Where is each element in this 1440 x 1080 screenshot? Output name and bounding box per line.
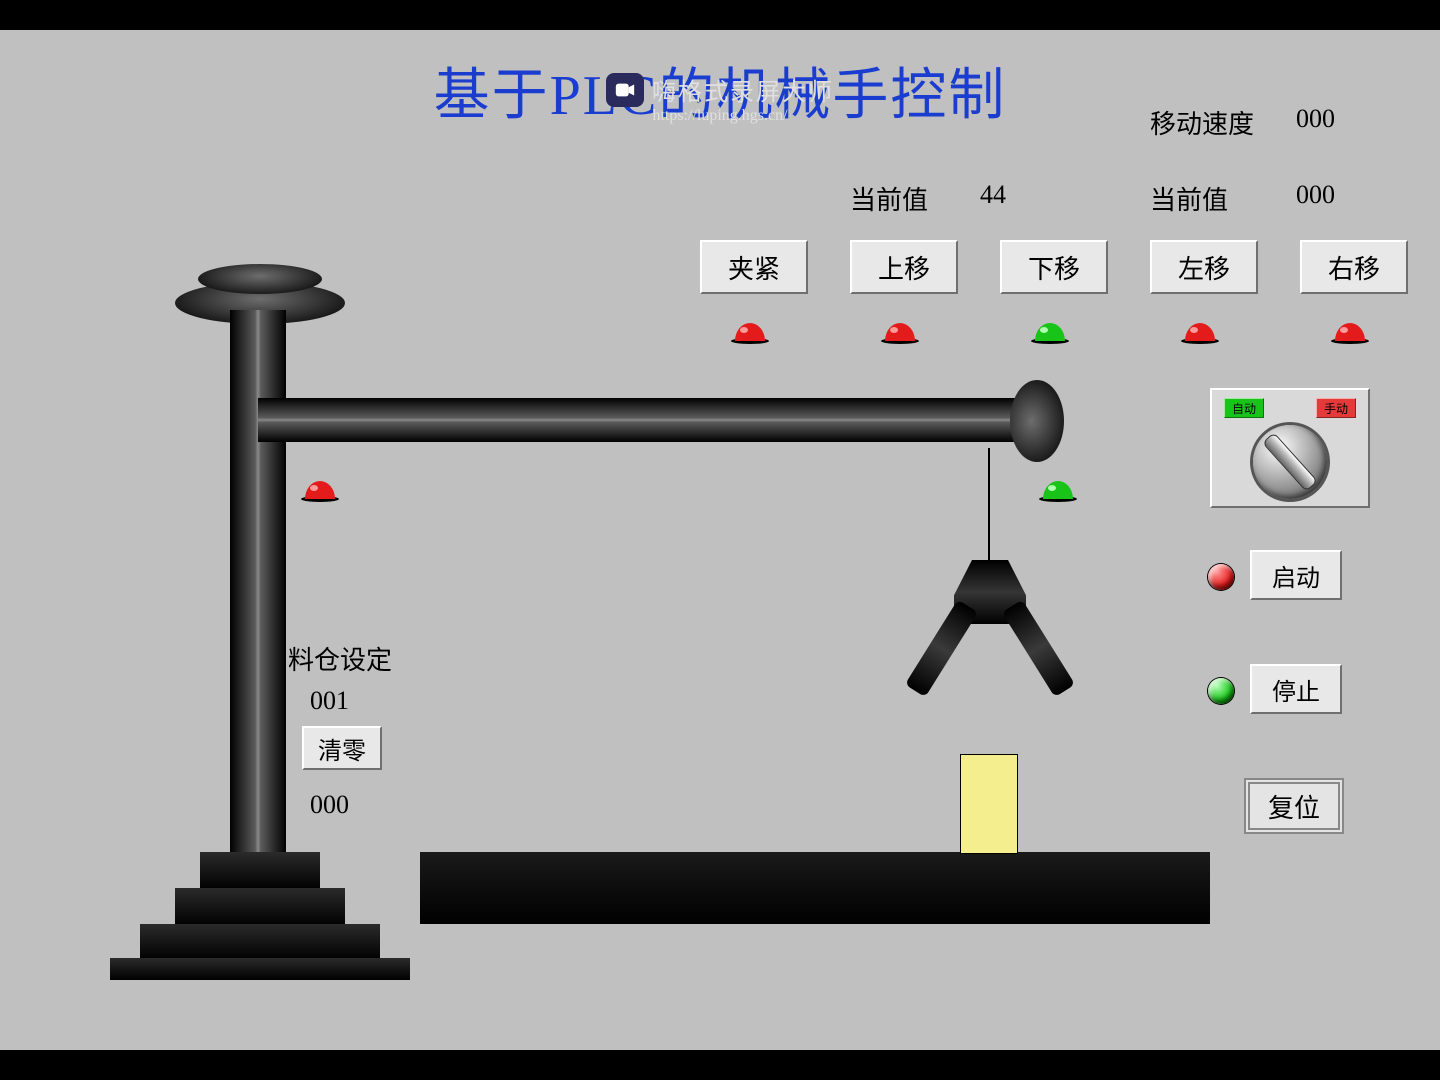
start-lamp xyxy=(1208,564,1234,590)
down-lamp xyxy=(1030,318,1070,344)
limit-right-lamp xyxy=(1038,476,1078,502)
base-step-1 xyxy=(140,924,380,960)
current2-label: 当前值 xyxy=(1150,180,1228,217)
clamp-button[interactable]: 夹紧 xyxy=(700,240,808,294)
left-button[interactable]: 左移 xyxy=(1150,240,1258,294)
silo-counter: 000 xyxy=(310,790,349,820)
clamp-lamp xyxy=(730,318,770,344)
start-button[interactable]: 启动 xyxy=(1250,550,1342,600)
mode-knob[interactable] xyxy=(1253,425,1327,499)
boom-end-cap xyxy=(1010,380,1064,462)
gripper-cable xyxy=(988,448,990,566)
base-step-2 xyxy=(175,888,345,926)
right-button[interactable]: 右移 xyxy=(1300,240,1408,294)
current2-value: 000 xyxy=(1296,180,1335,210)
up-lamp xyxy=(880,318,920,344)
base-step-3 xyxy=(200,852,320,890)
stop-lamp xyxy=(1208,678,1234,704)
reset-button[interactable]: 复位 xyxy=(1244,778,1344,834)
silo-label: 料仓设定 xyxy=(288,640,392,677)
speed-label: 移动速度 xyxy=(1150,104,1254,141)
column-cap-upper xyxy=(198,264,322,294)
base-floor xyxy=(110,958,410,980)
right-lamp xyxy=(1330,318,1370,344)
limit-left-lamp xyxy=(300,476,340,502)
gripper-finger-left xyxy=(905,600,978,698)
clear-button[interactable]: 清零 xyxy=(302,726,382,770)
workpiece-block xyxy=(960,754,1018,854)
silo-set-value: 001 xyxy=(310,686,349,716)
left-lamp xyxy=(1180,318,1220,344)
current1-value: 44 xyxy=(980,180,1006,210)
down-button[interactable]: 下移 xyxy=(1000,240,1108,294)
speed-value: 000 xyxy=(1296,104,1335,134)
up-button[interactable]: 上移 xyxy=(850,240,958,294)
manual-tag: 手动 xyxy=(1316,398,1356,418)
stop-button[interactable]: 停止 xyxy=(1250,664,1342,714)
arm-boom xyxy=(258,398,1038,442)
arm-pillar xyxy=(230,310,286,870)
mode-selector-panel: 自动 手动 xyxy=(1210,388,1370,508)
hmi-canvas: 基于PLC的机械手控制 嗨格式录屏大师 https://luping.hgs.c… xyxy=(0,30,1440,1050)
auto-tag: 自动 xyxy=(1224,398,1264,418)
gripper-finger-right xyxy=(1002,600,1075,698)
work-table xyxy=(420,852,1210,924)
current1-label: 当前值 xyxy=(850,180,928,217)
